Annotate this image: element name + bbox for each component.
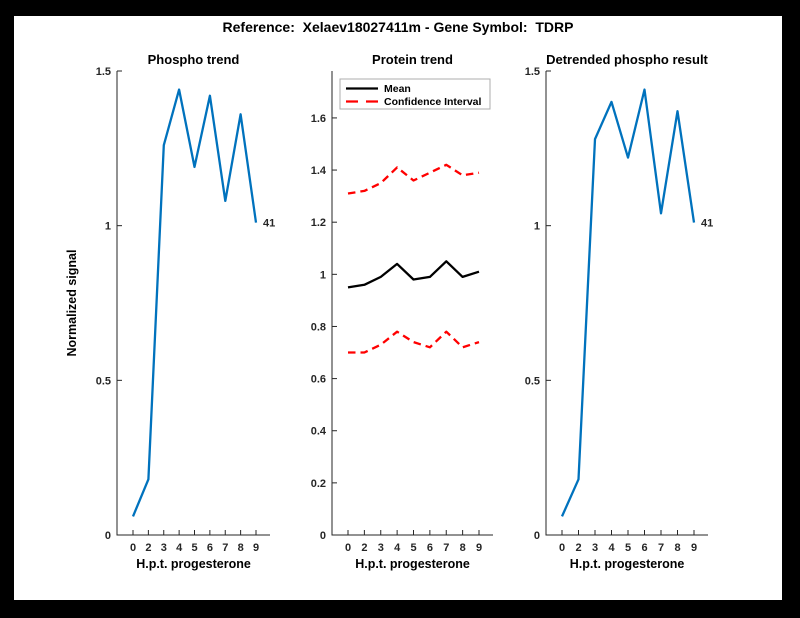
y-tick-label: 0.8 — [311, 321, 326, 333]
y-tick-label: 0 — [320, 530, 326, 542]
detrended-phospho-series-0 — [560, 88, 696, 517]
y-tick-label: 0.2 — [311, 478, 326, 490]
detrended-phospho-x-axis-label: H.p.t. progesterone — [570, 557, 685, 571]
x-tick-label: 7 — [443, 542, 449, 554]
y-tick-label: 1 — [105, 221, 111, 233]
x-tick-label: 2 — [575, 542, 581, 554]
x-tick-label: 0 — [345, 542, 351, 554]
legend-label-1: Confidence Interval — [384, 96, 482, 108]
x-tick-label: 9 — [476, 542, 482, 554]
y-tick-label: 1.5 — [525, 66, 540, 78]
protein-trend-series-1 — [347, 163, 480, 195]
y-tick-label: 0.5 — [96, 375, 111, 387]
phospho-trend-title: Phospho trend — [148, 52, 240, 67]
y-tick-label: 0 — [534, 530, 540, 542]
x-tick-label: 3 — [592, 542, 598, 554]
protein-trend-title: Protein trend — [372, 52, 453, 67]
x-tick-label: 8 — [460, 542, 466, 554]
x-tick-label: 5 — [191, 542, 197, 554]
legend-label-0: Mean — [384, 83, 411, 95]
y-tick-label: 1.5 — [96, 66, 111, 78]
phospho-trend-x-axis-label: H.p.t. progesterone — [136, 557, 251, 571]
y-tick-label: 0.5 — [525, 375, 540, 387]
detrended-phospho-end-label: 41 — [701, 218, 713, 230]
x-tick-label: 3 — [378, 542, 384, 554]
y-tick-label: 1 — [320, 269, 326, 281]
x-tick-label: 0 — [130, 542, 136, 554]
detrended-phospho-title: Detrended phospho result — [546, 52, 708, 67]
protein-trend-axes — [331, 71, 493, 536]
x-tick-label: 7 — [658, 542, 664, 554]
y-tick-label: 0.6 — [311, 374, 326, 386]
x-tick-label: 6 — [427, 542, 433, 554]
x-tick-label: 6 — [207, 542, 213, 554]
figure-canvas: Reference: Xelaev18027411m - Gene Symbol… — [14, 16, 782, 600]
y-tick-label: 1 — [534, 221, 540, 233]
x-tick-label: 3 — [161, 542, 167, 554]
phospho-trend-axes — [116, 71, 270, 536]
phospho-trend-end-label: 41 — [263, 218, 275, 230]
x-tick-label: 8 — [238, 542, 244, 554]
x-tick-label: 5 — [625, 542, 631, 554]
y-tick-label: 0.4 — [311, 426, 327, 438]
y-tick-label: 0 — [105, 530, 111, 542]
x-tick-label: 0 — [559, 542, 565, 554]
figure-title: Reference: Xelaev18027411m - Gene Symbol… — [222, 19, 574, 35]
protein-trend-series-2 — [348, 330, 480, 354]
legend-box — [339, 78, 491, 110]
protein-trend-x-axis-label: H.p.t. progesterone — [355, 557, 470, 571]
x-tick-label: 5 — [410, 542, 416, 554]
x-tick-label: 4 — [176, 542, 183, 554]
x-tick-label: 2 — [361, 542, 367, 554]
x-tick-label: 2 — [145, 542, 151, 554]
phospho-trend-y-axis-label: Normalized signal — [65, 250, 79, 357]
detrended-phospho-axes — [545, 71, 708, 536]
y-tick-label: 1.4 — [311, 165, 327, 177]
x-tick-label: 4 — [608, 542, 615, 554]
y-tick-label: 1.6 — [311, 113, 326, 125]
y-tick-label: 1.2 — [311, 217, 326, 229]
x-tick-label: 7 — [222, 542, 228, 554]
x-tick-label: 9 — [691, 542, 697, 554]
x-tick-label: 8 — [674, 542, 680, 554]
x-tick-label: 4 — [394, 542, 401, 554]
protein-trend-series-0 — [347, 260, 480, 289]
phospho-trend-series-0 — [131, 88, 258, 517]
x-tick-label: 9 — [253, 542, 259, 554]
x-tick-label: 6 — [641, 542, 647, 554]
